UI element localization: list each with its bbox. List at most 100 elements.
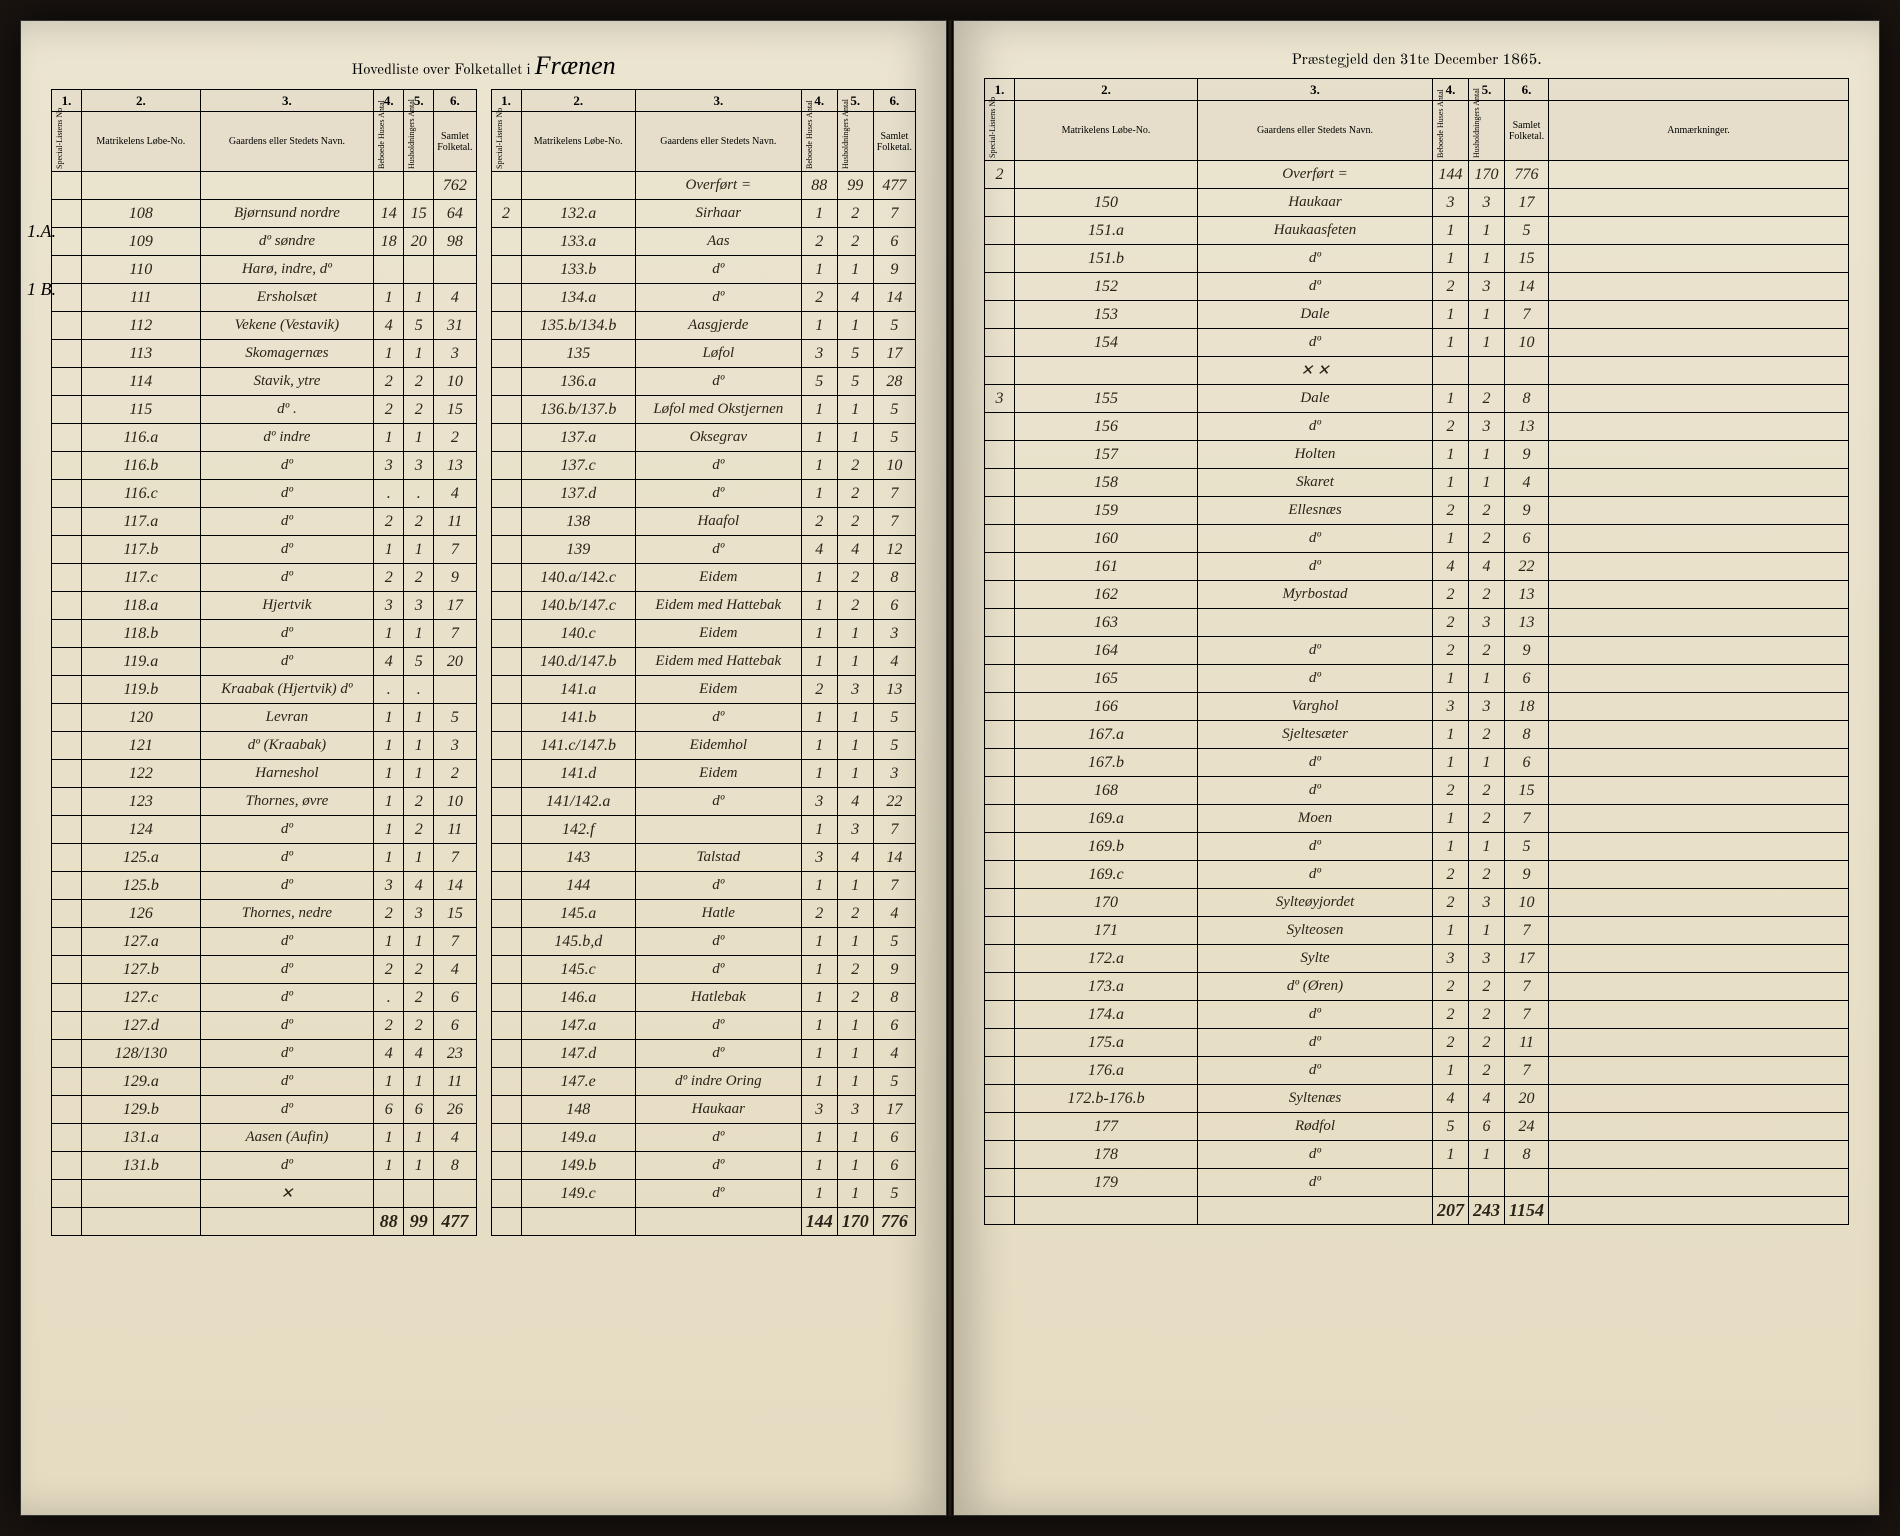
- table-row: 175.adº2211: [985, 1029, 1849, 1057]
- table-row: 140.d/147.bEidem med Hattebak114: [491, 648, 916, 676]
- h-huse: Beboede Huses Antal: [374, 112, 404, 172]
- table-row: 141.bdº115: [491, 704, 916, 732]
- table-row: 174.adº227: [985, 1001, 1849, 1029]
- foot-row: 144 170 776: [491, 1208, 916, 1236]
- h-folketal: Samlet Folketal.: [434, 112, 476, 172]
- table-row: 133.bdº119: [491, 256, 916, 284]
- table-row: 170Sylteøyjordet2310: [985, 889, 1849, 917]
- table-row: 140.cEidem113: [491, 620, 916, 648]
- margin-mark-1a: 1.A.: [27, 221, 56, 242]
- table-row: 111Ersholsæt114: [52, 284, 477, 312]
- table-row: 139dº4412: [491, 536, 916, 564]
- table-row: 114Stavik, ytre2210: [52, 368, 477, 396]
- table-left-b: 1. 2. 3. 4. 5. 6. Special-Listens No Mat…: [491, 89, 917, 1236]
- table-row: 156dº2313: [985, 413, 1849, 441]
- table-row: 116.bdº3313: [52, 452, 477, 480]
- table-row: 151.bdº1115: [985, 245, 1849, 273]
- left-tables: 1. 2. 3. 4. 5. 6. Special-Listens No Mat…: [51, 89, 916, 1236]
- table-row: 118.bdº117: [52, 620, 477, 648]
- table-row: 140.a/142.cEidem128: [491, 564, 916, 592]
- table-row: 151.aHaukaasfeten115: [985, 217, 1849, 245]
- table-row: 117.adº2211: [52, 508, 477, 536]
- table-row: 135.b/134.bAasgjerde115: [491, 312, 916, 340]
- table-row: 168dº2215: [985, 777, 1849, 805]
- table-row: 143Talstad3414: [491, 844, 916, 872]
- table-row: 133.aAas226: [491, 228, 916, 256]
- table-row: ✕ ✕: [985, 357, 1849, 385]
- table-row: 154dº1110: [985, 329, 1849, 357]
- table-row: 131.bdº118: [52, 1152, 477, 1180]
- table-row: 136.adº5528: [491, 368, 916, 396]
- table-row: 108Bjørnsund nordre141564: [52, 200, 477, 228]
- col-3: 3.: [200, 90, 374, 112]
- table-row: 140.b/147.cEidem med Hattebak126: [491, 592, 916, 620]
- h-remarks: Anmærkninger.: [1549, 101, 1849, 161]
- table-row: 124dº1211: [52, 816, 477, 844]
- table-row: 145.cdº129: [491, 956, 916, 984]
- table-row: 129.bdº6626: [52, 1096, 477, 1124]
- h-hush: Husholdningers Antal: [404, 112, 434, 172]
- table-row: 167.aSjeltesæter128: [985, 721, 1849, 749]
- table-row: 149.bdº116: [491, 1152, 916, 1180]
- table-row: 147.ddº114: [491, 1040, 916, 1068]
- table-row: 142.f137: [491, 816, 916, 844]
- table-row: 126Thornes, nedre2315: [52, 900, 477, 928]
- table-row: 166Varghol3318: [985, 693, 1849, 721]
- left-page: 1.A. 1 B. Hovedliste over Folketallet i …: [20, 20, 947, 1516]
- table-row: 136.b/137.bLøfol med Okstjernen115: [491, 396, 916, 424]
- table-row: 113Skomagernæs113: [52, 340, 477, 368]
- table-row: 169.cdº229: [985, 861, 1849, 889]
- table-row: 137.cdº1210: [491, 452, 916, 480]
- table-row: 153Dale117: [985, 301, 1849, 329]
- table-row: ✕: [52, 1180, 477, 1208]
- table-row: 167.bdº116: [985, 749, 1849, 777]
- table-row: 141.dEidem113: [491, 760, 916, 788]
- table-row: 120Levran115: [52, 704, 477, 732]
- table-row: 115dº .2215: [52, 396, 477, 424]
- h-special: Special-Listens No: [52, 112, 82, 172]
- table-row: 138Haafol227: [491, 508, 916, 536]
- table-row: 762: [52, 172, 477, 200]
- table-row: 1632313: [985, 609, 1849, 637]
- table-row: 148Haukaar3317: [491, 1096, 916, 1124]
- table-row: 157Holten119: [985, 441, 1849, 469]
- table-row: 117.bdº117: [52, 536, 477, 564]
- table-row: 178dº118: [985, 1141, 1849, 1169]
- table-row: 165dº116: [985, 665, 1849, 693]
- table-row: 123Thornes, øvre1210: [52, 788, 477, 816]
- table-row: 158Skaret114: [985, 469, 1849, 497]
- table-row: 128/130dº4423: [52, 1040, 477, 1068]
- table-row: 146.aHatlebak128: [491, 984, 916, 1012]
- table-row: 134.adº2414: [491, 284, 916, 312]
- table-row: 127.bdº224: [52, 956, 477, 984]
- table-row: 150Haukaar3317: [985, 189, 1849, 217]
- table-row: 135Løfol3517: [491, 340, 916, 368]
- table-row: 129.adº1111: [52, 1068, 477, 1096]
- table-row: 147.adº116: [491, 1012, 916, 1040]
- table-row: 169.bdº115: [985, 833, 1849, 861]
- page-title-left: Hovedliste over Folketallet i Frænen: [51, 51, 916, 81]
- table-row: 141.aEidem2313: [491, 676, 916, 704]
- table-row: 149.adº116: [491, 1124, 916, 1152]
- table-row: 116.cdº..4: [52, 480, 477, 508]
- table-row: 121dº (Kraabak)113: [52, 732, 477, 760]
- table-row: 159Ellesnæs229: [985, 497, 1849, 525]
- col-6: 6.: [434, 90, 476, 112]
- table-row: 125.adº117: [52, 844, 477, 872]
- table-row: 147.edº indre Oring115: [491, 1068, 916, 1096]
- table-row: 112Vekene (Vestavik)4531: [52, 312, 477, 340]
- table-row: 137.ddº127: [491, 480, 916, 508]
- table-row: 179dº: [985, 1169, 1849, 1197]
- table-row: 116.adº indre112: [52, 424, 477, 452]
- carry-row: 2 Overført = 144 170 776: [985, 161, 1849, 189]
- table-row: 177Rødfol5624: [985, 1113, 1849, 1141]
- margin-mark-1b: 1 B.: [27, 279, 56, 300]
- table-row: 127.adº117: [52, 928, 477, 956]
- table-row: 109dº søndre182098: [52, 228, 477, 256]
- table-row: 127.cdº.26: [52, 984, 477, 1012]
- page-title-right: Præstegjeld den 31te December 1865.: [984, 51, 1849, 70]
- table-row: 119.adº4520: [52, 648, 477, 676]
- table-right: 1. 2. 3. 4. 5. 6. Special-Listens No Mat…: [984, 78, 1849, 1225]
- carry-row: Overført = 88 99 477: [491, 172, 916, 200]
- table-row: 169.aMoen127: [985, 805, 1849, 833]
